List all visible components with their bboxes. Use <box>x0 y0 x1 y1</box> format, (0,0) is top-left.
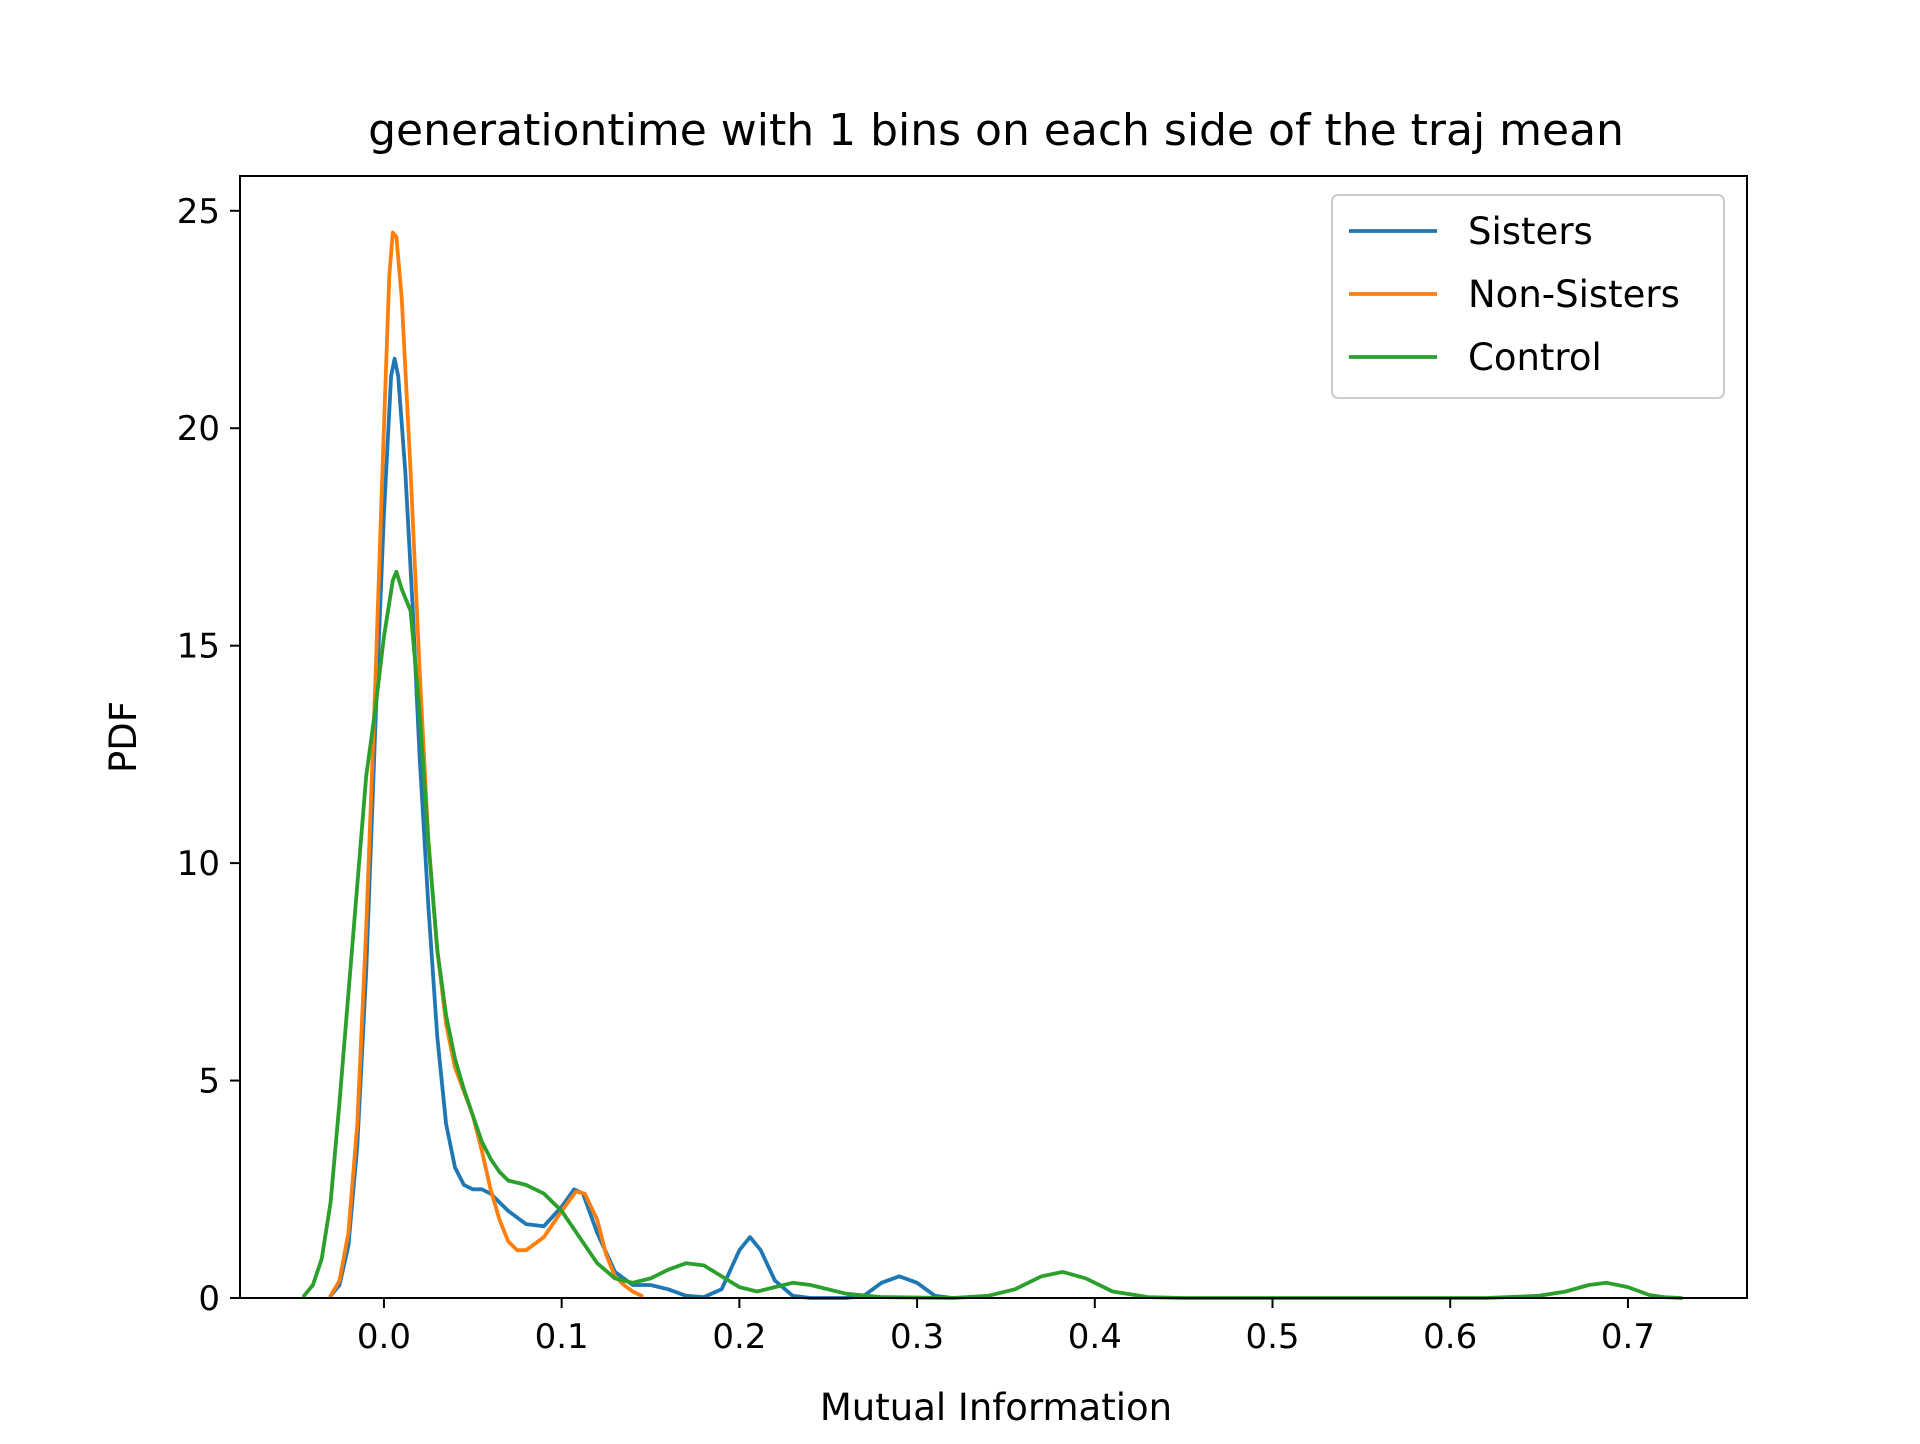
y-axis-label: PDF <box>102 701 145 773</box>
y-tick-label: 25 <box>177 192 220 232</box>
legend: Sisters Non-Sisters Control <box>1331 194 1725 399</box>
y-tick-label: 15 <box>177 627 220 667</box>
series-layer <box>302 230 1684 1300</box>
plot-frame <box>239 175 1748 1299</box>
y-tick-label: 5 <box>198 1062 220 1102</box>
series-line-sisters <box>328 356 955 1300</box>
series-line-control <box>302 569 1684 1300</box>
y-tick-label: 10 <box>177 844 220 884</box>
legend-box <box>1331 194 1725 399</box>
legend-label: Control <box>1468 336 1602 379</box>
x-tick-label: 0.6 <box>1423 1317 1477 1357</box>
x-tick-label: 0.3 <box>890 1317 944 1357</box>
legend-label: Non-Sisters <box>1468 273 1680 316</box>
y-tick-label: 20 <box>177 409 220 449</box>
x-tick-label: 0.5 <box>1245 1317 1299 1357</box>
x-tick-label: 0.0 <box>357 1317 411 1357</box>
chart-title: generationtime with 1 bins on each side … <box>368 105 1624 156</box>
x-tick-label: 0.2 <box>712 1317 766 1357</box>
y-tick-label: 0 <box>198 1279 220 1319</box>
legend-label: Sisters <box>1468 210 1593 253</box>
x-axis-label: Mutual Information <box>820 1386 1172 1429</box>
x-tick-label: 0.7 <box>1601 1317 1655 1357</box>
series-line-non-sisters <box>328 230 644 1298</box>
y-axis: 0 5 10 15 20 25 <box>177 192 240 1319</box>
x-tick-label: 0.4 <box>1068 1317 1122 1357</box>
x-tick-label: 0.1 <box>535 1317 589 1357</box>
x-axis: 0.0 0.1 0.2 0.3 0.4 0.5 0.6 0.7 <box>357 1298 1655 1357</box>
